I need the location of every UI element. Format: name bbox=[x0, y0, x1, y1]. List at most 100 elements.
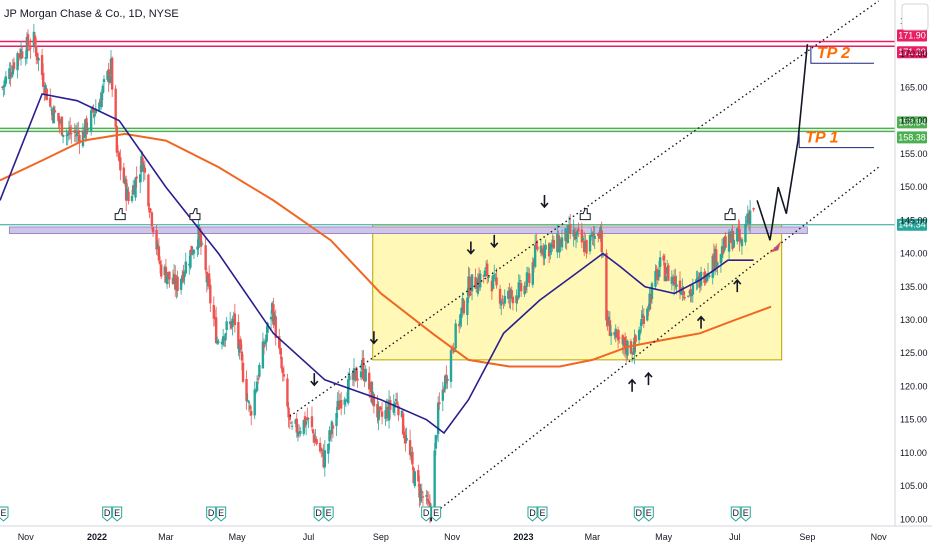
candle-body bbox=[191, 253, 194, 255]
candle-body bbox=[282, 374, 286, 377]
candle-body bbox=[752, 208, 755, 210]
range-zone-layer bbox=[372, 224, 783, 361]
x-tick-label: May bbox=[655, 532, 673, 542]
price-badge bbox=[897, 29, 927, 42]
candle-body bbox=[438, 402, 441, 405]
candle-body bbox=[73, 130, 76, 133]
candle-body bbox=[89, 110, 93, 132]
candle-body bbox=[36, 52, 39, 61]
candle-body bbox=[674, 276, 677, 286]
candle-body bbox=[476, 278, 480, 294]
candle-body bbox=[183, 272, 186, 277]
x-tick-label: 2022 bbox=[87, 532, 107, 542]
candle-body bbox=[296, 431, 300, 437]
candle-body bbox=[184, 261, 187, 274]
candle-body bbox=[141, 157, 144, 171]
candle-body bbox=[396, 401, 399, 405]
candle-body bbox=[176, 276, 179, 291]
candle-body bbox=[454, 323, 457, 349]
candle-body bbox=[446, 378, 449, 381]
candle-body bbox=[689, 289, 692, 297]
candle-body bbox=[241, 362, 245, 382]
candle-body bbox=[155, 230, 158, 250]
candle-body bbox=[323, 450, 327, 468]
candle-body bbox=[37, 58, 40, 61]
x-tick-label: Nov bbox=[18, 532, 35, 542]
candle-body bbox=[372, 393, 376, 407]
candle-body bbox=[609, 332, 613, 336]
candle-body bbox=[101, 85, 105, 94]
earnings-badge bbox=[431, 506, 442, 522]
candle-body bbox=[60, 116, 64, 136]
projection-path bbox=[756, 44, 809, 241]
candle-body bbox=[417, 470, 420, 482]
arrow-up-icon bbox=[644, 371, 653, 386]
candle-body bbox=[26, 34, 30, 47]
candle-body bbox=[436, 402, 440, 435]
candle-body bbox=[421, 496, 425, 498]
candle-body bbox=[732, 239, 735, 248]
y-tick-label: 115.00 bbox=[900, 415, 927, 425]
price-badge-label: 158.84 bbox=[898, 117, 926, 127]
candle-body bbox=[427, 500, 431, 504]
candle-body bbox=[435, 435, 439, 438]
candle-body bbox=[233, 313, 237, 326]
candle-body bbox=[667, 265, 670, 281]
candle-body bbox=[61, 134, 65, 137]
candle-body bbox=[646, 308, 649, 321]
candle-body bbox=[593, 235, 596, 239]
earnings-badge-letter: E bbox=[743, 508, 749, 518]
candle-body bbox=[690, 293, 693, 297]
candle-body bbox=[217, 341, 220, 343]
y-tick-label: 165.00 bbox=[900, 82, 928, 92]
candle-body bbox=[580, 229, 584, 243]
candle-body bbox=[348, 375, 351, 381]
earnings-badge-letter: D bbox=[423, 508, 430, 518]
candle-body bbox=[664, 276, 668, 282]
candle-body bbox=[544, 245, 547, 250]
candle-body bbox=[368, 372, 371, 390]
earnings-badge bbox=[730, 506, 741, 522]
candle-body bbox=[736, 228, 739, 242]
candle-body bbox=[392, 403, 395, 413]
candle-body bbox=[686, 295, 690, 297]
candle-body bbox=[304, 421, 308, 425]
candle-body bbox=[43, 89, 46, 94]
candle-body bbox=[221, 336, 225, 345]
fast-moving-average bbox=[0, 93, 754, 435]
candle-body bbox=[618, 337, 621, 339]
candle-body bbox=[246, 400, 249, 402]
y-tick-label: 105.00 bbox=[900, 481, 928, 491]
y-tick-label: 145.00 bbox=[900, 215, 928, 225]
y-tick-label: 135.00 bbox=[900, 282, 928, 292]
candle-body bbox=[380, 411, 384, 417]
candle-body bbox=[127, 191, 130, 202]
candle-body bbox=[460, 307, 463, 318]
candle-body bbox=[160, 264, 163, 277]
candle-body bbox=[500, 301, 503, 306]
candle-body bbox=[2, 86, 5, 88]
candle-body bbox=[495, 277, 498, 286]
candle-body bbox=[70, 133, 73, 135]
candle-body bbox=[266, 322, 269, 333]
candle-body bbox=[650, 283, 654, 300]
candle-body bbox=[81, 130, 85, 147]
candle-body bbox=[16, 53, 19, 71]
candle-body bbox=[339, 399, 343, 409]
support-band bbox=[8, 226, 808, 234]
target-label: TP 1 bbox=[805, 130, 838, 147]
earnings-badge bbox=[102, 506, 113, 522]
candle-body bbox=[78, 134, 81, 144]
earnings-badge bbox=[313, 506, 324, 522]
candle-body bbox=[377, 406, 380, 421]
candle-body bbox=[290, 425, 294, 427]
candle-body bbox=[658, 257, 662, 267]
candle-body bbox=[115, 126, 119, 153]
earnings-badge-letter: E bbox=[0, 508, 6, 518]
candle-body bbox=[629, 341, 633, 354]
candle-body bbox=[245, 378, 248, 402]
candle-body bbox=[114, 88, 117, 127]
candle-body bbox=[278, 336, 281, 349]
y-tick-label: 120.00 bbox=[900, 381, 928, 391]
